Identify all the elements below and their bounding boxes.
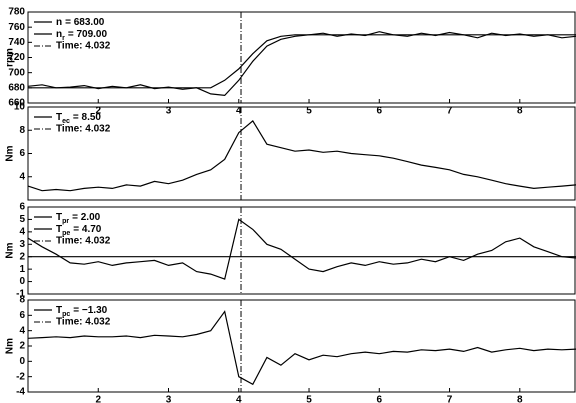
y-tick-label: 0 [19, 276, 25, 287]
y-tick-label: 2 [19, 251, 25, 262]
legend-entry: Tpe = 4.70 [56, 224, 102, 237]
y-tick-label: 660 [8, 98, 25, 109]
y-axis-label: Nm [5, 145, 16, 161]
legend-entry: Time: 4.032 [56, 41, 111, 52]
series-line [27, 119, 576, 192]
y-tick-label: -2 [16, 371, 25, 382]
y-tick-label: 2 [19, 341, 25, 352]
series-line [28, 34, 576, 89]
x-tick-label: 5 [306, 395, 312, 403]
series-line [27, 310, 576, 386]
legend-value: = 8.50 [73, 112, 102, 123]
y-tick-label: 6 [19, 310, 25, 321]
series-line [27, 218, 576, 280]
y-tick-label: 720 [8, 52, 25, 63]
legend-subscript: ec [62, 118, 70, 125]
y-tick-label: 680 [8, 82, 25, 93]
y-tick-label: 5 [19, 214, 25, 225]
x-tick-label: 7 [447, 395, 453, 403]
y-tick-label: 6 [19, 148, 25, 159]
y-tick-label: 700 [8, 67, 25, 78]
y-tick-label: 8 [19, 125, 25, 136]
legend-subscript: pc [62, 311, 70, 318]
legend-name: T [56, 212, 62, 223]
legend-subscript: pr [62, 218, 69, 225]
x-tick-label: 6 [377, 106, 383, 117]
y-tick-label: 4 [19, 325, 25, 336]
legend-entry: Time: 4.032 [56, 317, 111, 328]
x-tick-label: 7 [447, 106, 453, 117]
legend-name: T [56, 305, 62, 316]
legend-entry: Tpr = 2.00 [56, 212, 101, 225]
y-tick-label: 740 [8, 37, 25, 48]
legend-name: n [56, 29, 62, 40]
y-tick-label: 3 [19, 239, 25, 250]
y-tick-label: 0 [19, 356, 25, 367]
plot-frame [27, 11, 576, 104]
y-tick-label: 4 [19, 171, 25, 182]
y-tick-label: 8 [19, 295, 25, 306]
y-tick-label: 1 [19, 264, 25, 275]
legend-name: T [56, 224, 62, 235]
series-line [27, 31, 576, 97]
legend-entry: Tec = 8.50 [56, 112, 101, 125]
legend-value: = 4.70 [73, 224, 102, 235]
y-tick-label: 780 [8, 7, 25, 18]
legend-entry: n = 683.00 [56, 17, 105, 28]
legend-value: = −1.30 [73, 305, 107, 316]
x-tick-label: 2 [95, 106, 101, 117]
plot-frame [27, 299, 576, 393]
legend-entry: nr = 709.00 [56, 29, 107, 42]
legend-name: n [56, 17, 62, 28]
x-tick-label: 2 [95, 395, 101, 403]
y-tick-label: 760 [8, 22, 25, 33]
x-tick-label: 6 [377, 395, 383, 403]
legend-value: = 2.00 [72, 212, 101, 223]
legend-entry: Tpc = −1.30 [56, 305, 108, 318]
legend-subscript: r [62, 35, 65, 42]
legend-subscript: pe [62, 230, 70, 237]
y-tick-label: 6 [19, 202, 25, 213]
plot-frame [27, 106, 576, 201]
y-axis-label: rpm [5, 48, 16, 67]
legend-entry: Time: 4.032 [56, 124, 111, 135]
x-tick-label: 4 [236, 106, 242, 117]
y-tick-label: -1 [16, 289, 25, 300]
legend-entry: Time: 4.032 [56, 236, 111, 247]
legend-name: T [56, 112, 62, 123]
plot-frame [27, 206, 576, 295]
x-tick-label: 3 [166, 395, 172, 403]
x-tick-label: 5 [306, 106, 312, 117]
x-tick-label: 8 [517, 106, 523, 117]
legend-value: = 709.00 [68, 29, 108, 40]
y-tick-label: 4 [19, 226, 25, 237]
y-axis-label: Nm [5, 242, 16, 258]
x-tick-label: 8 [517, 395, 523, 403]
y-tick-label: -4 [16, 387, 25, 398]
y-tick-label: 10 [14, 102, 26, 113]
x-tick-label: 4 [236, 395, 242, 403]
y-axis-label: Nm [5, 338, 16, 354]
x-tick-label: 3 [166, 106, 172, 117]
legend-value: = 683.00 [65, 17, 105, 28]
panel: 660 680 700 720 740 760 780 2 3 4 5 6 7 8 rpm n = 683.00… [5, 7, 576, 117]
